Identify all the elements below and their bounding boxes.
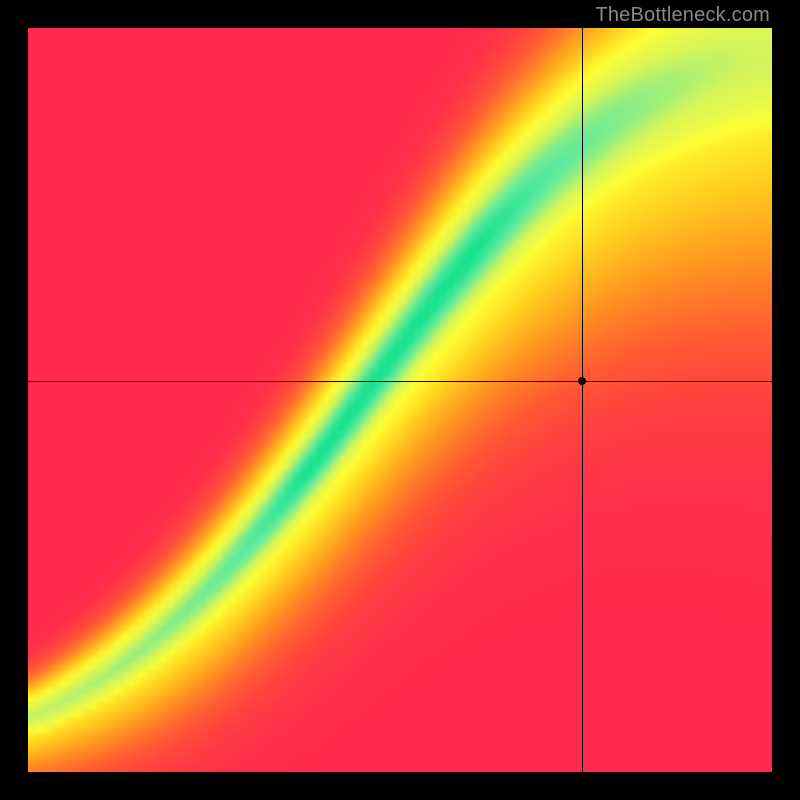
heatmap-plot xyxy=(28,28,772,772)
watermark-text: TheBottleneck.com xyxy=(595,4,770,27)
crosshair-vertical xyxy=(582,28,583,772)
heatmap-canvas xyxy=(28,28,772,772)
crosshair-dot xyxy=(578,377,586,385)
crosshair-horizontal xyxy=(28,381,772,382)
